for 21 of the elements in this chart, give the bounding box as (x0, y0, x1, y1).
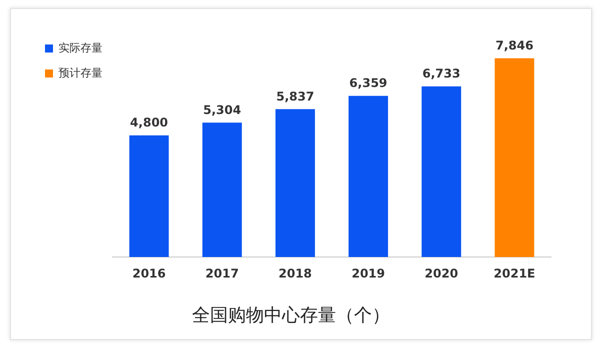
legend-label: 预计存量 (58, 66, 102, 80)
data-label: 7,846 (495, 38, 534, 52)
text: 全国购物中心存量（个） (192, 304, 390, 326)
x-tick-label: 2018 (278, 266, 312, 280)
data-label: 5,837 (276, 89, 314, 104)
bar (129, 135, 169, 257)
data-label: 5,304 (203, 102, 242, 117)
x-tick-label: 2020 (424, 266, 458, 280)
x-tick-label: 2017 (205, 266, 239, 280)
bar (422, 86, 462, 257)
x-tick-label: 2019 (352, 266, 385, 280)
legend-label: 实际存量 (58, 41, 102, 54)
bar (275, 109, 315, 257)
bar (348, 96, 388, 257)
data-label: 6,359 (349, 76, 388, 90)
data-label: 4,800 (130, 116, 168, 130)
data-label: 6,733 (422, 66, 460, 81)
bar (202, 122, 242, 257)
x-tick-label: 2016 (132, 266, 166, 280)
bar (494, 58, 534, 257)
x-tick-label: 2021E (494, 266, 536, 280)
